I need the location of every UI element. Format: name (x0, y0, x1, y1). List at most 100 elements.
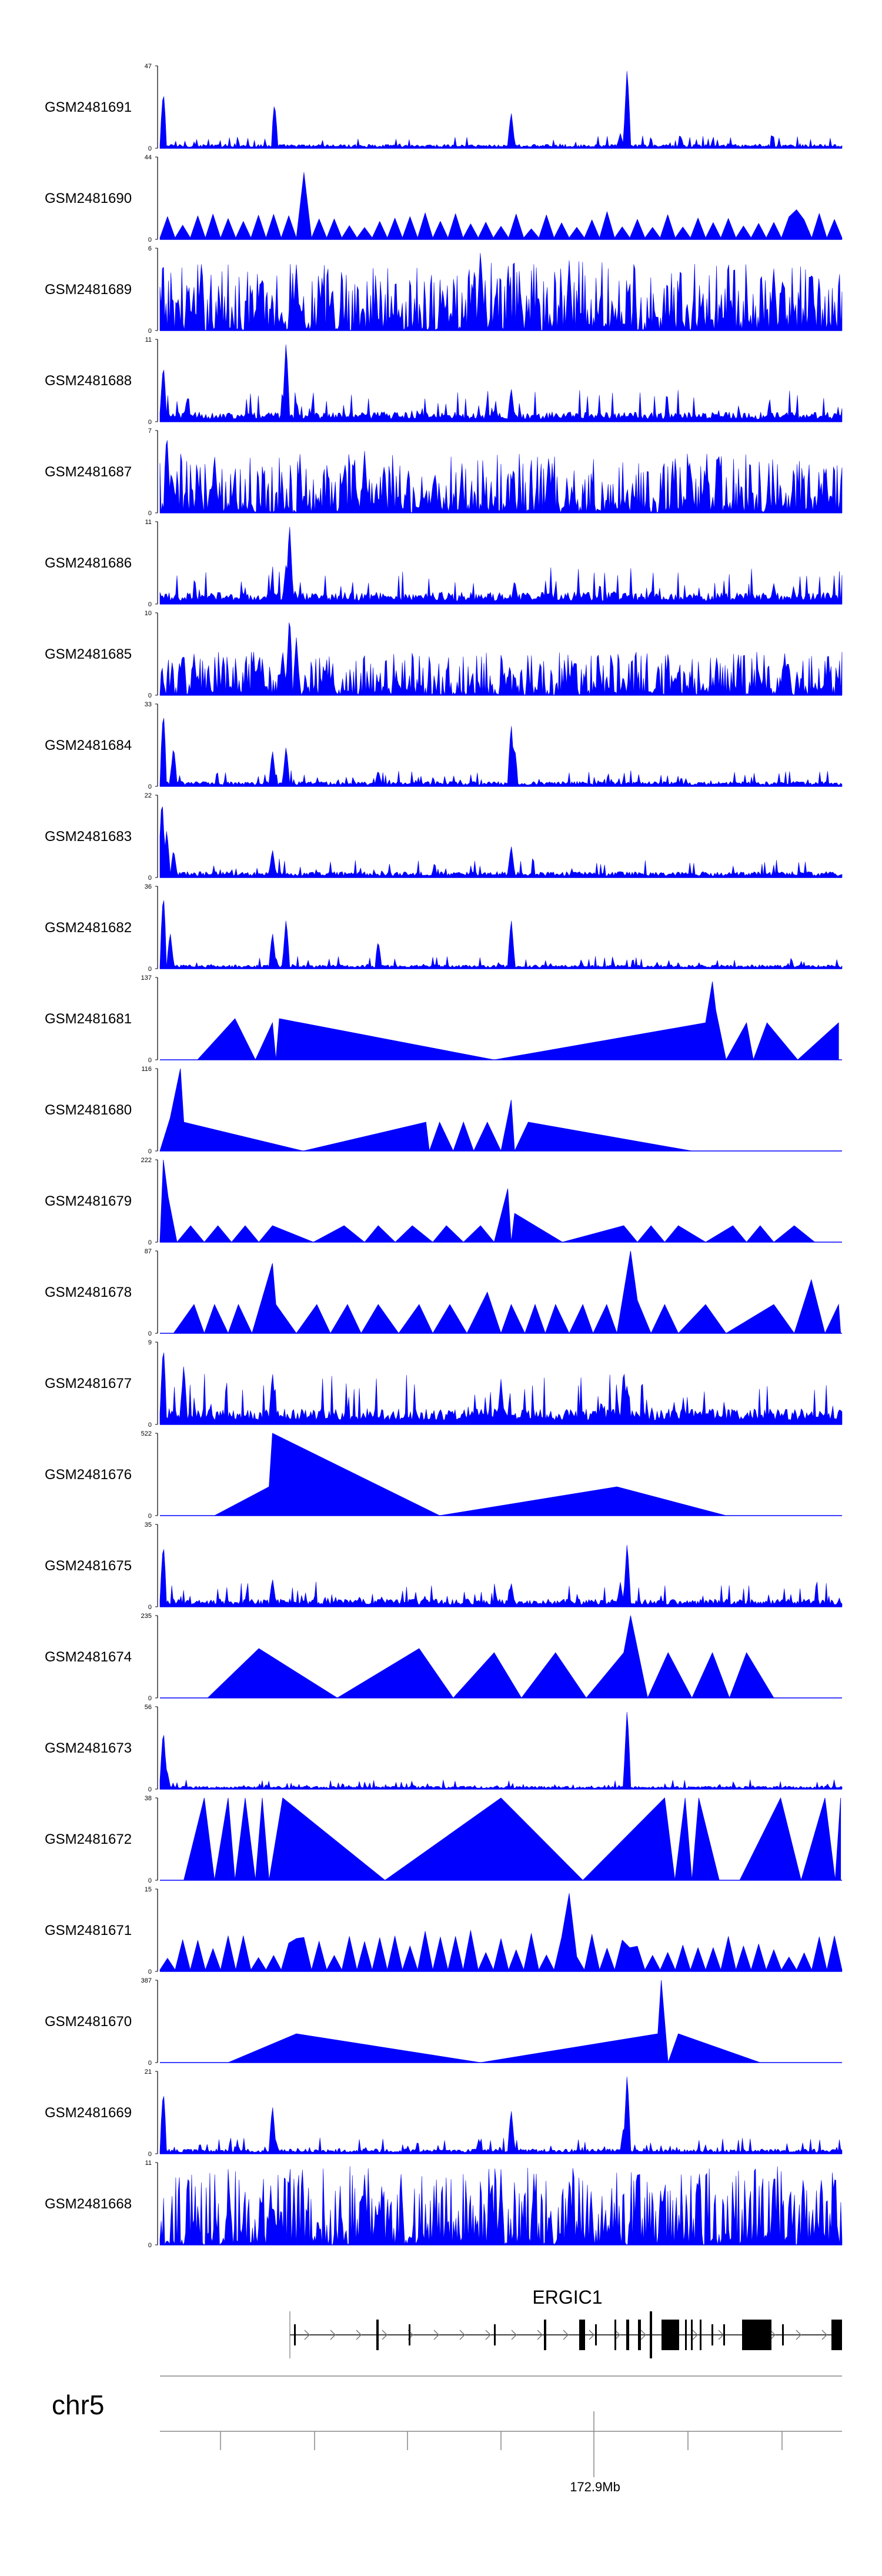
y-min-label: 0 (148, 1604, 152, 1611)
track-label: GSM2481682 (45, 920, 132, 936)
track-label: GSM2481673 (45, 1740, 132, 1756)
strand-arrow (511, 2330, 517, 2340)
signal-area (159, 344, 843, 422)
strand-arrow (770, 2330, 776, 2340)
signal-area (159, 1352, 843, 1425)
track-label: GSM2481672 (45, 1831, 132, 1847)
y-max-label: 116 (141, 1066, 152, 1073)
track-GSM2481677: GSM2481677 9 0 (45, 1339, 843, 1429)
signal-area (159, 900, 843, 969)
signal-area (159, 1068, 692, 1152)
genome-axis: chr5 172.9Mb (52, 2375, 842, 2494)
track-label: GSM2481691 (45, 99, 132, 115)
signal-area (159, 1711, 843, 1790)
strand-arrow (537, 2330, 543, 2340)
signal-area (159, 1893, 843, 1972)
y-max-label: 6 (148, 245, 152, 252)
y-min-label: 0 (148, 1968, 152, 1976)
y-min-label: 0 (148, 1330, 152, 1337)
strand-arrow (796, 2330, 802, 2340)
track-label: GSM2481668 (45, 2196, 132, 2212)
x-axis-label: 172.9Mb (570, 2480, 620, 2494)
signal-area (159, 1159, 816, 1243)
track-GSM2481673: GSM2481673 56 0 (45, 1704, 843, 1793)
y-max-label: 56 (145, 1704, 152, 1711)
track-label: GSM2481676 (45, 1467, 132, 1483)
track-GSM2481681: GSM2481681 137 0 (45, 975, 842, 1064)
strand-arrow (459, 2330, 466, 2340)
y-min-label: 0 (148, 2242, 152, 2249)
y-max-label: 44 (145, 154, 152, 161)
track-GSM2481691: GSM2481691 47 0 (45, 63, 843, 152)
y-max-label: 10 (145, 610, 152, 617)
y-max-label: 522 (141, 1430, 152, 1437)
track-label: GSM2481675 (45, 1558, 132, 1574)
track-label: GSM2481687 (45, 464, 132, 480)
gene-exon (409, 2324, 410, 2345)
y-max-label: 36 (145, 883, 152, 890)
signal-area (196, 981, 839, 1061)
track-GSM2481684: GSM2481684 33 0 (45, 701, 843, 790)
gene-exon (742, 2320, 771, 2350)
track-label: GSM2481688 (45, 373, 132, 389)
track-GSM2481690: GSM2481690 44 0 (45, 154, 843, 243)
y-max-label: 38 (145, 1795, 152, 1802)
y-min-label: 0 (148, 2060, 152, 2067)
track-GSM2481682: GSM2481682 36 0 (45, 883, 843, 973)
track-label: GSM2481678 (45, 1284, 132, 1300)
signal-area (159, 253, 843, 331)
gene-label: ERGIC1 (532, 2287, 602, 2308)
gene-exon (691, 2320, 693, 2350)
signal-area (159, 440, 843, 513)
gene-exon (614, 2320, 616, 2350)
y-min-label: 0 (148, 1148, 152, 1155)
signal-area (159, 172, 843, 240)
y-max-label: 11 (145, 336, 152, 343)
signal-area (207, 1615, 774, 1699)
signal-area (173, 1250, 841, 1334)
track-label: GSM2481674 (45, 1649, 132, 1665)
track-label: GSM2481689 (45, 282, 132, 298)
signal-area (159, 526, 843, 605)
signal-area (228, 1980, 760, 2063)
y-min-label: 0 (148, 236, 152, 243)
strand-arrow (304, 2330, 310, 2340)
strand-arrow (330, 2330, 336, 2340)
y-max-label: 387 (141, 1977, 152, 1984)
track-GSM2481670: GSM2481670 387 0 (45, 1977, 842, 2067)
strand-arrow (433, 2330, 440, 2340)
track-GSM2481683: GSM2481683 22 0 (45, 792, 843, 882)
y-min-label: 0 (148, 328, 152, 335)
y-min-label: 0 (148, 1057, 152, 1064)
y-max-label: 11 (145, 519, 152, 526)
gene-exon (723, 2324, 725, 2345)
y-max-label: 47 (145, 63, 152, 70)
y-max-label: 21 (145, 2068, 152, 2076)
track-label: GSM2481669 (45, 2105, 132, 2121)
track-label: GSM2481670 (45, 2014, 132, 2030)
y-max-label: 33 (145, 701, 152, 708)
y-min-label: 0 (148, 966, 152, 973)
signal-area (183, 1797, 841, 1881)
y-min-label: 0 (148, 1695, 152, 1702)
track-label: GSM2481683 (45, 829, 132, 845)
track-label: GSM2481680 (45, 1102, 132, 1118)
track-label: GSM2481690 (45, 191, 132, 206)
y-min-label: 0 (148, 419, 152, 426)
y-max-label: 87 (145, 1248, 152, 1255)
track-GSM2481685: GSM2481685 10 0 (45, 610, 843, 699)
gene-exon (711, 2324, 713, 2345)
gene-track: ERGIC1 (289, 2287, 842, 2358)
track-GSM2481680: GSM2481680 116 0 (45, 1066, 842, 1155)
y-min-label: 0 (148, 2151, 152, 2158)
track-GSM2481672: GSM2481672 38 0 (45, 1795, 842, 1884)
y-min-label: 0 (148, 601, 152, 608)
track-GSM2481668: GSM2481668 11 0 (45, 2160, 843, 2249)
y-min-label: 0 (148, 1239, 152, 1246)
gene-exon (662, 2320, 679, 2350)
track-label: GSM2481679 (45, 1193, 132, 1209)
track-GSM2481669: GSM2481669 21 0 (45, 2068, 843, 2158)
gene-exon (595, 2324, 597, 2345)
y-max-label: 22 (145, 792, 152, 799)
gene-exon (831, 2320, 842, 2350)
